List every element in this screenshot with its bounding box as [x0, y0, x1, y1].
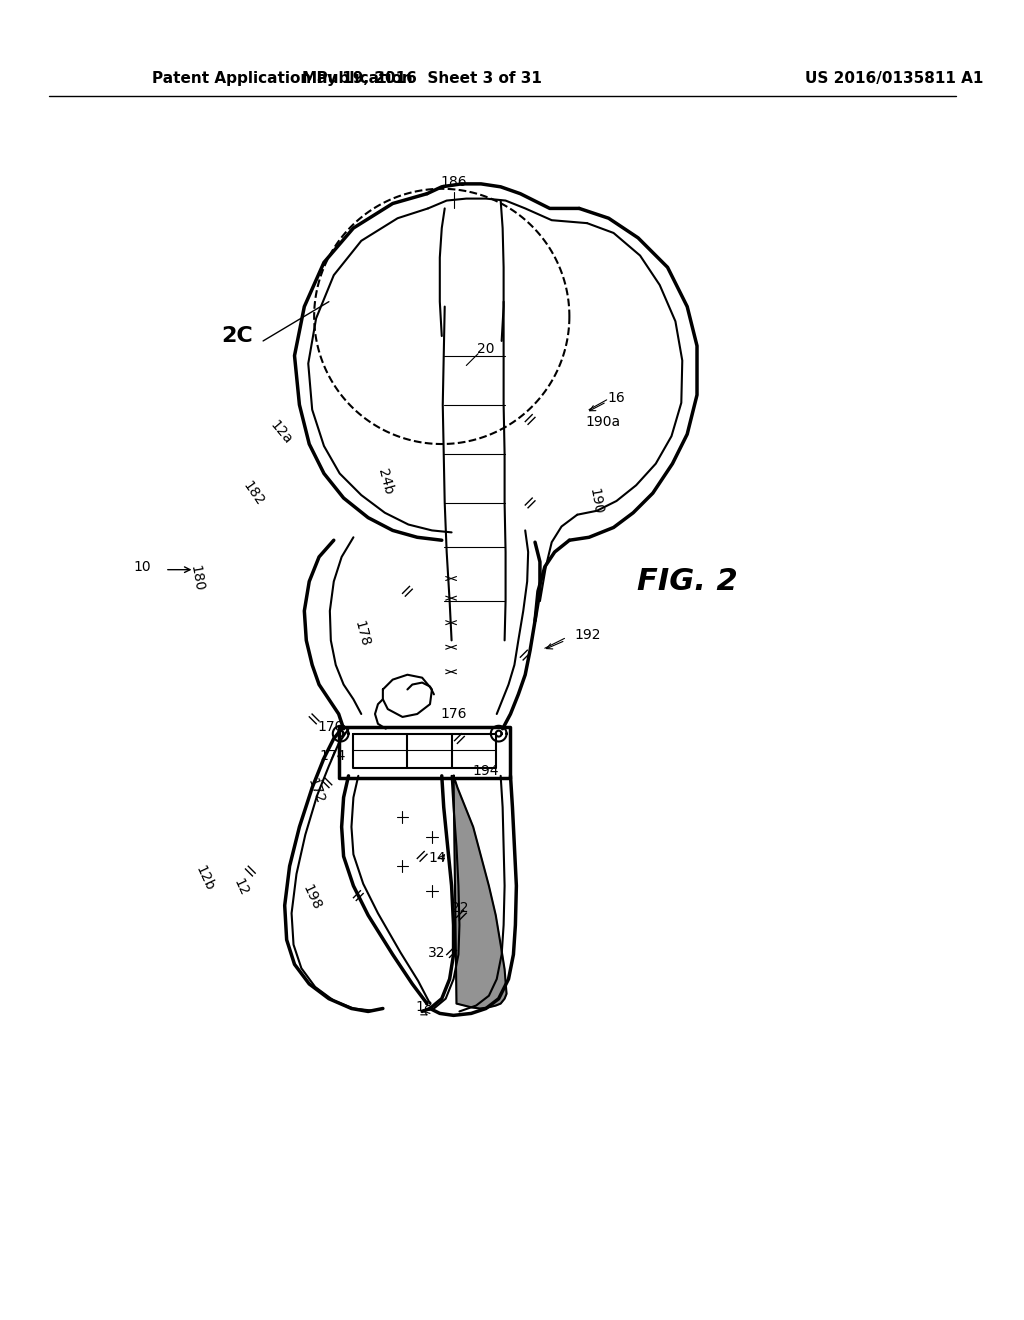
Text: 32: 32 — [428, 945, 445, 960]
Polygon shape — [454, 776, 507, 1008]
Text: 20: 20 — [477, 342, 495, 356]
Text: 10: 10 — [133, 560, 152, 574]
Text: 12b: 12b — [193, 863, 216, 892]
Text: 2C: 2C — [221, 326, 253, 346]
Text: 182: 182 — [240, 478, 266, 508]
Text: 190a: 190a — [585, 416, 621, 429]
Text: FIG. 2: FIG. 2 — [637, 568, 737, 595]
Text: Patent Application Publication: Patent Application Publication — [153, 71, 413, 86]
Text: 176: 176 — [440, 708, 467, 721]
Text: 194: 194 — [473, 764, 499, 777]
Text: US 2016/0135811 A1: US 2016/0135811 A1 — [805, 71, 983, 86]
Text: May 19, 2016  Sheet 3 of 31: May 19, 2016 Sheet 3 of 31 — [302, 71, 542, 86]
Text: 172: 172 — [305, 776, 328, 805]
Text: 24b: 24b — [375, 467, 395, 496]
Text: 186: 186 — [440, 176, 467, 189]
Text: 198: 198 — [300, 883, 325, 912]
Text: 174: 174 — [319, 750, 345, 763]
Text: 190: 190 — [586, 487, 604, 515]
Text: 12: 12 — [230, 876, 251, 899]
Text: 192: 192 — [574, 628, 601, 643]
Text: 12a: 12a — [267, 417, 295, 446]
Text: 16: 16 — [607, 391, 626, 405]
Text: 14: 14 — [428, 851, 445, 866]
Text: 22: 22 — [451, 902, 468, 915]
Text: 170: 170 — [317, 719, 344, 734]
Text: 178: 178 — [351, 619, 372, 648]
Text: 180: 180 — [187, 564, 206, 593]
Text: 18: 18 — [415, 999, 433, 1014]
